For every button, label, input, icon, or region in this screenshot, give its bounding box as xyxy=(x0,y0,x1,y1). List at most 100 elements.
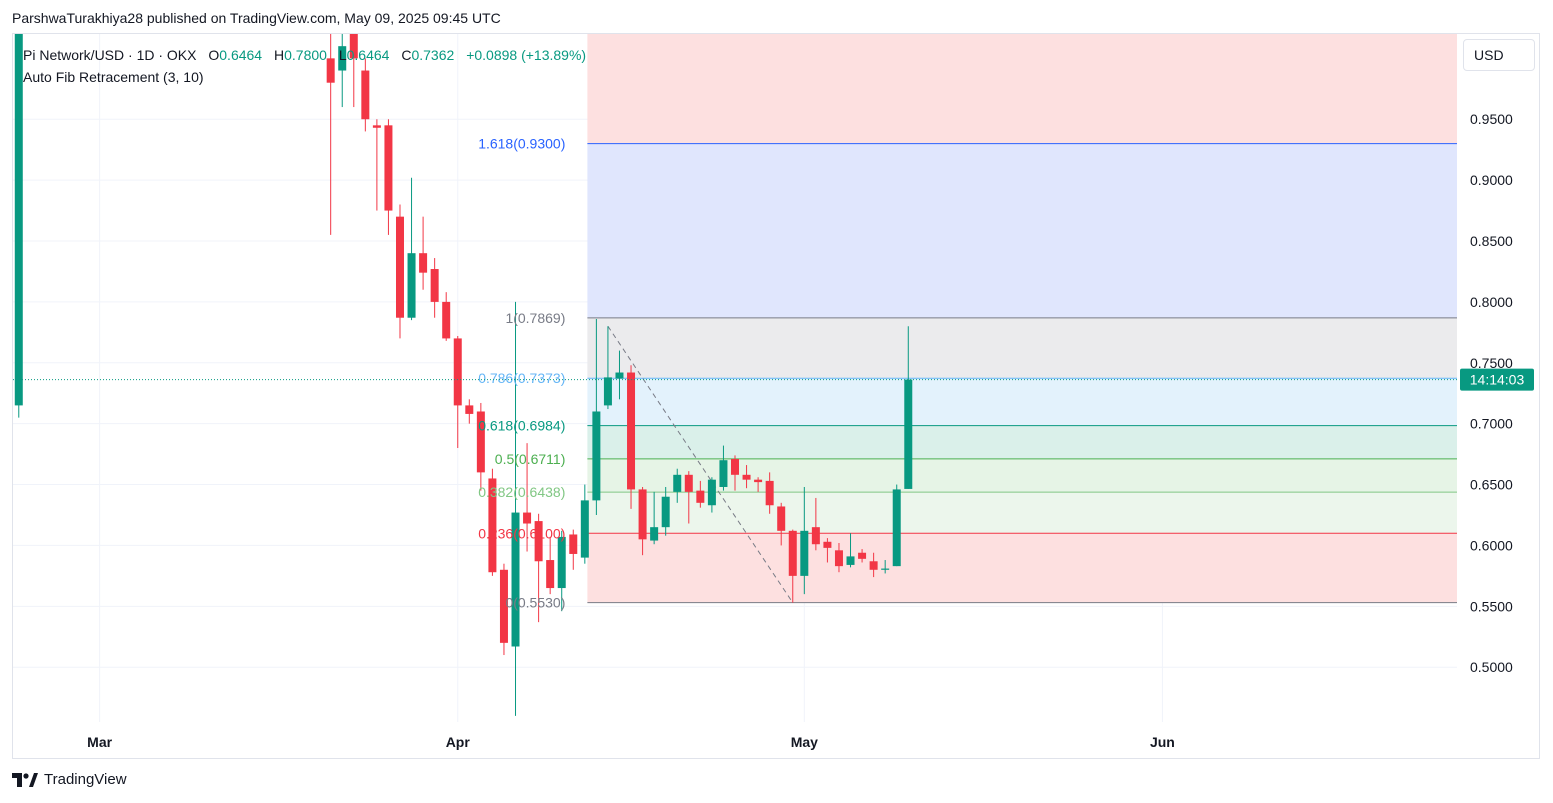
candle-body xyxy=(453,338,462,406)
candle-body xyxy=(499,569,508,643)
current-price-badge xyxy=(1460,368,1534,391)
fib-zone xyxy=(587,34,1457,144)
fib-zone xyxy=(587,533,1457,603)
candle-body xyxy=(326,58,335,83)
candle-body xyxy=(546,560,555,589)
candle-body xyxy=(892,489,901,567)
x-axis-tick-label: Mar xyxy=(87,734,112,750)
x-axis-tick-label: Jun xyxy=(1150,734,1175,750)
candle-body xyxy=(615,372,624,379)
candle-body xyxy=(834,550,843,567)
candle-body xyxy=(696,490,705,503)
candle-body xyxy=(777,506,786,531)
candle-body xyxy=(511,512,520,647)
fib-zone xyxy=(587,317,1457,379)
candle-body xyxy=(603,377,612,406)
legend-high-label: H xyxy=(273,47,285,63)
publish-credit: ParshwaTurakhiya28 published on TradingV… xyxy=(12,10,501,26)
candle-body xyxy=(372,125,381,128)
candle-body xyxy=(14,34,23,406)
candle-body xyxy=(742,474,751,480)
current-price-badge-label: 14:14:03 xyxy=(1470,372,1525,388)
candle-body xyxy=(338,46,347,71)
legend-indicator[interactable]: Auto Fib Retracement (3, 10) xyxy=(23,69,204,85)
chart-frame xyxy=(12,33,1540,759)
fib-zone xyxy=(587,425,1457,459)
candle-body xyxy=(754,479,763,483)
y-axis-tick-label: 0.8000 xyxy=(1470,294,1513,310)
candle-body xyxy=(523,512,532,524)
candle-body xyxy=(557,536,566,589)
candle-body xyxy=(627,372,636,490)
candle-body xyxy=(592,411,601,501)
candle-body xyxy=(765,480,774,506)
fib-zone xyxy=(587,143,1457,318)
candle-body xyxy=(800,530,809,576)
candle-body xyxy=(869,561,878,570)
fib-level-label: 0.618(0.6984) xyxy=(478,418,565,434)
candle-body xyxy=(476,411,485,473)
candle-body xyxy=(384,125,393,211)
fib-level-label: 1.618(0.9300) xyxy=(478,136,565,152)
legend-change-value: +0.0898 (+13.89%) xyxy=(466,47,587,63)
y-axis-tick-label: 0.6500 xyxy=(1470,477,1513,493)
legend-close-value: 0.7362 xyxy=(411,47,455,63)
fib-zone xyxy=(587,378,1457,426)
currency-button[interactable]: USD xyxy=(1463,39,1535,71)
fib-level-label: 0(0.5530) xyxy=(505,595,565,611)
candle-body xyxy=(534,521,543,562)
legend-symbol[interactable]: Pi Network/USD · 1D · OKX xyxy=(23,47,197,63)
candle-body xyxy=(442,301,451,339)
y-axis-tick-label: 0.9000 xyxy=(1470,172,1513,188)
candle-body xyxy=(419,253,428,273)
candle-body xyxy=(858,552,867,559)
candle-body xyxy=(788,530,797,576)
y-axis-tick-label: 0.7000 xyxy=(1470,416,1513,432)
tradingview-brand[interactable]: TradingView xyxy=(12,771,127,788)
fib-zone xyxy=(587,492,1457,534)
fib-zone xyxy=(587,458,1457,493)
candle-body xyxy=(881,568,890,570)
fib-level-label: 0.382(0.6438) xyxy=(478,484,565,500)
candle-body xyxy=(430,269,439,302)
candle-body xyxy=(823,541,832,548)
fib-trendline xyxy=(607,325,794,603)
candle-body xyxy=(719,460,728,487)
legend-close-label: C xyxy=(401,47,412,63)
candle-body xyxy=(580,500,589,558)
legend-open-label: O xyxy=(208,47,220,63)
y-axis-tick-label: 0.7500 xyxy=(1470,355,1513,371)
candle-body xyxy=(465,405,474,414)
fib-level-label: 1(0.7869) xyxy=(505,310,565,326)
x-axis-tick-label: May xyxy=(791,734,818,750)
legend-low-label: L xyxy=(338,47,347,63)
y-axis-tick-label: 0.6000 xyxy=(1470,537,1513,553)
legend-ohlc-row: Pi Network/USD · 1D · OKX O 0.6464 H0.780… xyxy=(23,44,586,66)
candle-body xyxy=(846,556,855,565)
tradingview-logo-icon xyxy=(12,772,38,787)
candle-body xyxy=(638,489,647,540)
candle-body xyxy=(349,34,358,59)
x-axis-tick-label: Apr xyxy=(446,734,471,750)
y-axis-tick-label: 0.8500 xyxy=(1470,233,1513,249)
candle-body xyxy=(811,527,820,545)
y-axis-tick-label: 0.9500 xyxy=(1470,111,1513,127)
legend-low-value: 0.6464 xyxy=(346,47,390,63)
candle-body xyxy=(731,458,739,475)
candle-body xyxy=(361,70,370,120)
candle-body xyxy=(407,253,416,318)
candle-body xyxy=(650,527,659,541)
candle-body xyxy=(904,379,913,489)
y-axis-tick-label: 0.5500 xyxy=(1470,598,1513,614)
y-axis-tick-label: 0.5000 xyxy=(1470,659,1513,675)
candle-body xyxy=(395,216,404,318)
fib-level-label: 0.236(0.6100) xyxy=(478,525,565,541)
candle-body xyxy=(707,479,716,506)
legend-high-value: 0.7800 xyxy=(284,47,327,63)
fib-level-label: 0.786(0.7373) xyxy=(478,370,565,386)
candle-body xyxy=(673,474,682,492)
brand-name: TradingView xyxy=(44,771,127,788)
candle-body xyxy=(569,534,578,554)
fib-level-label: 0.5(0.6711) xyxy=(495,451,566,467)
